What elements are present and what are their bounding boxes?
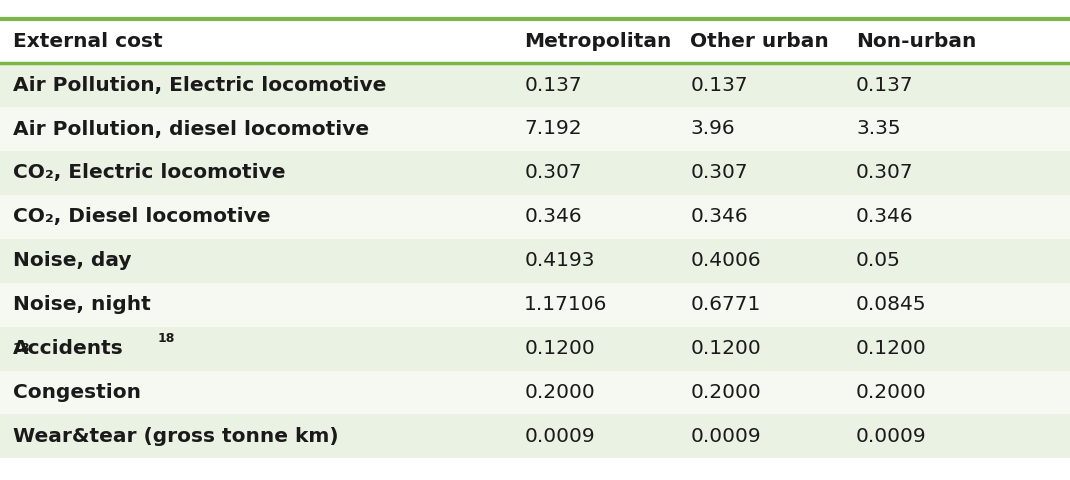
Bar xyxy=(0,415,1070,458)
Text: 0.0009: 0.0009 xyxy=(856,427,927,446)
Text: Air Pollution, diesel locomotive: Air Pollution, diesel locomotive xyxy=(13,120,369,139)
Text: 0.137: 0.137 xyxy=(690,75,748,95)
Text: 0.0009: 0.0009 xyxy=(524,427,595,446)
Text: Non-urban: Non-urban xyxy=(856,32,977,51)
Bar xyxy=(0,19,1070,63)
Text: 0.6771: 0.6771 xyxy=(690,295,761,314)
Text: Accidents: Accidents xyxy=(13,339,124,358)
Text: 0.1200: 0.1200 xyxy=(524,339,595,358)
Bar xyxy=(0,326,1070,371)
Bar xyxy=(0,239,1070,283)
Text: 7.192: 7.192 xyxy=(524,120,582,139)
Bar xyxy=(0,371,1070,415)
Text: 0.307: 0.307 xyxy=(524,163,582,182)
Text: 3.35: 3.35 xyxy=(856,120,901,139)
Bar xyxy=(0,107,1070,151)
Text: 0.2000: 0.2000 xyxy=(524,383,595,402)
Text: 0.4193: 0.4193 xyxy=(524,251,595,270)
Text: 0.137: 0.137 xyxy=(524,75,582,95)
Text: 0.346: 0.346 xyxy=(856,207,914,227)
Text: 0.137: 0.137 xyxy=(856,75,914,95)
Text: 18: 18 xyxy=(13,342,30,355)
Bar xyxy=(0,63,1070,107)
Bar xyxy=(0,195,1070,239)
Text: 0.4006: 0.4006 xyxy=(690,251,761,270)
Text: 0.0845: 0.0845 xyxy=(856,295,927,314)
Text: Noise, night: Noise, night xyxy=(13,295,151,314)
Text: External cost: External cost xyxy=(13,32,163,51)
Text: 0.2000: 0.2000 xyxy=(856,383,927,402)
Text: 18: 18 xyxy=(158,333,175,346)
Text: 0.0009: 0.0009 xyxy=(690,427,761,446)
Text: 0.346: 0.346 xyxy=(524,207,582,227)
Text: 0.05: 0.05 xyxy=(856,251,901,270)
Text: Congestion: Congestion xyxy=(13,383,141,402)
Text: 0.307: 0.307 xyxy=(856,163,914,182)
Text: 0.307: 0.307 xyxy=(690,163,748,182)
Text: Wear&tear (gross tonne km): Wear&tear (gross tonne km) xyxy=(13,427,338,446)
Text: 0.2000: 0.2000 xyxy=(690,383,761,402)
Text: 0.1200: 0.1200 xyxy=(856,339,927,358)
Text: 0.1200: 0.1200 xyxy=(690,339,761,358)
Text: 0.346: 0.346 xyxy=(690,207,748,227)
Text: CO₂, Electric locomotive: CO₂, Electric locomotive xyxy=(13,163,286,182)
Text: CO₂, Diesel locomotive: CO₂, Diesel locomotive xyxy=(13,207,271,227)
Bar xyxy=(0,151,1070,195)
Text: Air Pollution, Electric locomotive: Air Pollution, Electric locomotive xyxy=(13,75,386,95)
Bar xyxy=(0,283,1070,327)
Text: Other urban: Other urban xyxy=(690,32,829,51)
Text: Noise, day: Noise, day xyxy=(13,251,132,270)
Text: 1.17106: 1.17106 xyxy=(524,295,608,314)
Text: 3.96: 3.96 xyxy=(690,120,735,139)
Text: Metropolitan: Metropolitan xyxy=(524,32,672,51)
